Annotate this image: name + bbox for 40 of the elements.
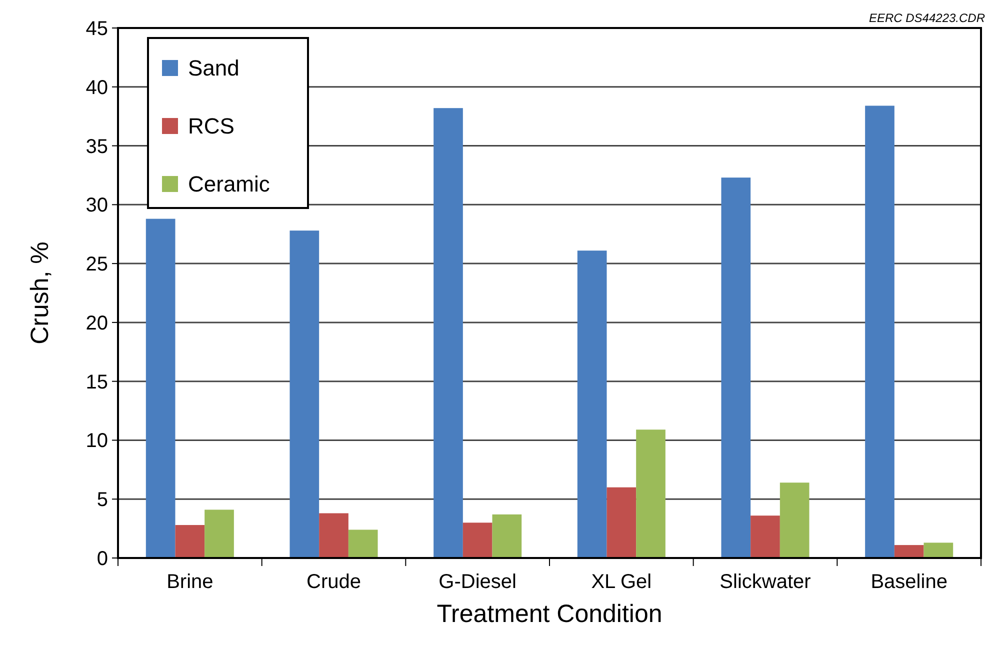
bar [865, 106, 894, 558]
x-axis-title: Treatment Condition [436, 600, 662, 628]
bar [636, 430, 666, 558]
bar [894, 545, 924, 558]
y-tick-label: 45 [86, 18, 108, 40]
x-tick-label: Brine [166, 571, 214, 593]
bar [750, 516, 780, 558]
bar [319, 513, 348, 558]
bar [434, 108, 463, 558]
bar [606, 487, 636, 558]
bar [175, 525, 205, 558]
y-tick-label: 0 [96, 548, 108, 570]
x-tick-label: Crude [306, 571, 361, 593]
y-axis-title: Crush, % [26, 242, 54, 344]
y-tick-label: 35 [86, 136, 108, 158]
bar [204, 510, 234, 558]
y-tick-label: 5 [96, 489, 108, 512]
bar [924, 542, 954, 558]
bar [348, 530, 378, 558]
y-tick-label: 15 [86, 371, 108, 394]
bar [146, 218, 176, 558]
y-tick-label: 30 [86, 194, 108, 217]
bar [780, 482, 810, 558]
y-tick-label: 20 [86, 312, 108, 334]
legend-label: Sand [188, 56, 240, 81]
bar [492, 514, 522, 558]
x-tick-label: Slickwater [720, 571, 812, 593]
y-tick-label: 25 [86, 254, 108, 276]
legend-label: Ceramic [188, 172, 270, 197]
bar [290, 230, 320, 558]
bar [577, 250, 607, 558]
y-tick-label: 10 [86, 430, 108, 452]
x-tick-label: XL Gel [591, 571, 652, 593]
x-tick-label: G-Diesel [438, 571, 516, 593]
bar [721, 178, 751, 558]
bar [462, 522, 492, 558]
text: EERC DS44223.CDR [868, 11, 986, 25]
x-tick-label: Baseline [870, 571, 948, 593]
legend-label: RCS [188, 114, 234, 139]
y-tick-label: 40 [86, 76, 108, 99]
